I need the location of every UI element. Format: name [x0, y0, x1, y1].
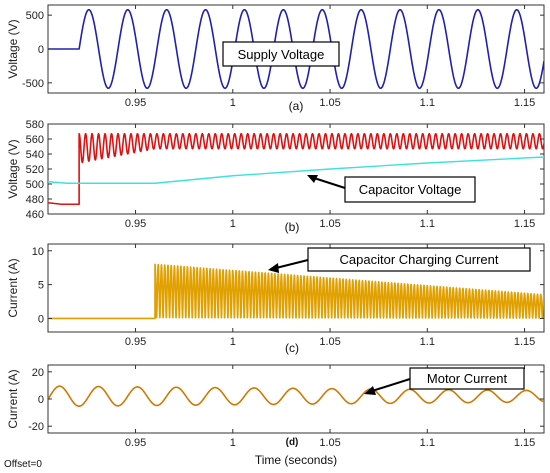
x-tick-label: 1.1	[420, 336, 435, 348]
y-axis-label-c: Current (A)	[6, 258, 20, 317]
series-line-c-1	[48, 263, 544, 320]
series-group-c	[48, 263, 544, 320]
x-tick-label: 1.05	[319, 218, 340, 230]
offset-label: Offset=0	[4, 459, 42, 470]
y-tick-label: 0	[38, 394, 44, 406]
x-tick-label: 1	[230, 218, 236, 230]
x-tick-label: 0.95	[125, 218, 146, 230]
y-tick-label: 500	[26, 179, 44, 191]
x-tick-label: 1	[230, 437, 236, 449]
y-axis-label-a: Voltage (V)	[6, 19, 20, 78]
x-tick-label: 1	[230, 336, 236, 348]
panel-d: 0.95 1 1.05 1.1 1.15 -20 0 20 Current (A) (d) M…	[6, 364, 545, 449]
annotation-box-b	[344, 176, 476, 203]
x-tick-label: 1.05	[319, 437, 340, 449]
tick-group-a: 0.95 1 1.05 1.1 1.15 -500 0 500	[22, 5, 544, 109]
panel-label-b: (b)	[285, 220, 300, 234]
panel-a: 0.95 1 1.05 1.1 1.15 -500 0 500 Voltage (V) (a)…	[6, 4, 545, 113]
y-tick-label: 560	[26, 134, 44, 146]
y-tick-label: 460	[26, 209, 44, 221]
annotation-box-a	[222, 41, 340, 67]
annotation-arrow-d	[371, 378, 411, 392]
x-tick-label: 1.15	[514, 218, 535, 230]
tick-group-b: 0.95 1 1.05 1.1 1.15 460 480 500 520 540 560 580	[26, 119, 544, 230]
y-tick-label: 520	[26, 164, 44, 176]
y-tick-label: 580	[26, 119, 44, 131]
y-tick-label: 500	[26, 10, 44, 22]
annotation-box-d	[409, 367, 525, 390]
panel-b: 0.95 1 1.05 1.1 1.15 460 480 500 520 540 560 580 Vo…	[6, 119, 545, 234]
annotation-motor-current: Motor Current	[427, 371, 508, 386]
panel-label-c: (c)	[285, 341, 299, 355]
annotation-arrow-b	[313, 177, 346, 189]
x-tick-label: 0.95	[125, 336, 146, 348]
arrowhead-icon	[307, 175, 318, 183]
annotation-box-c	[307, 247, 531, 272]
series-line-b-1	[48, 132, 544, 206]
x-tick-label: 1.1	[420, 437, 435, 449]
y-tick-label: 10	[32, 246, 44, 258]
y-tick-label: -20	[28, 421, 44, 433]
x-tick-label: 0.95	[125, 437, 146, 449]
y-tick-label: 540	[26, 149, 44, 161]
panel-label-d: (d)	[286, 437, 299, 448]
y-axis-label-d: Current (A)	[6, 369, 20, 428]
x-tick-label: 1.15	[514, 97, 535, 109]
x-tick-label: 1.15	[514, 437, 535, 449]
y-tick-label: 5	[38, 280, 44, 292]
annotation-arrow-c	[275, 259, 309, 269]
tick-group-c: 0.95 1 1.05 1.1 1.15 0 5 10	[32, 244, 544, 348]
y-tick-label: 480	[26, 194, 44, 206]
y-axis-label-b: Voltage (V)	[6, 139, 20, 198]
annotation-supply-voltage: Supply Voltage	[238, 47, 325, 62]
arrowhead-icon	[364, 386, 376, 395]
x-tick-label: 0.95	[125, 97, 146, 109]
panel-c: 0.95 1 1.05 1.1 1.15 0 5 10 Current (A) (c) Cap…	[6, 243, 545, 355]
x-tick-label: 1.1	[420, 97, 435, 109]
y-tick-label: 0	[38, 313, 44, 325]
x-tick-label: 1.1	[420, 218, 435, 230]
series-group-b	[48, 132, 544, 206]
panel-label-a: (a)	[289, 99, 304, 113]
x-tick-label: 1.05	[319, 97, 340, 109]
series-line-d-1	[48, 385, 544, 407]
series-group-d	[48, 385, 544, 407]
y-tick-label: 20	[32, 367, 44, 379]
series-line-b-2	[48, 156, 544, 184]
arrowhead-icon	[268, 263, 279, 273]
x-tick-label: 1	[230, 97, 236, 109]
tick-group-d: 0.95 1 1.05 1.1 1.15 -20 0 20	[28, 365, 544, 449]
y-tick-label: 0	[38, 44, 44, 56]
x-tick-label: 1.05	[319, 336, 340, 348]
x-axis-label: Time (seconds)	[255, 453, 337, 467]
annotation-capacitor-voltage: Capacitor Voltage	[359, 182, 462, 197]
annotation-capacitor-charging-current: Capacitor Charging Current	[340, 252, 499, 267]
y-tick-label: -500	[22, 78, 44, 90]
x-tick-label: 1.15	[514, 336, 535, 348]
